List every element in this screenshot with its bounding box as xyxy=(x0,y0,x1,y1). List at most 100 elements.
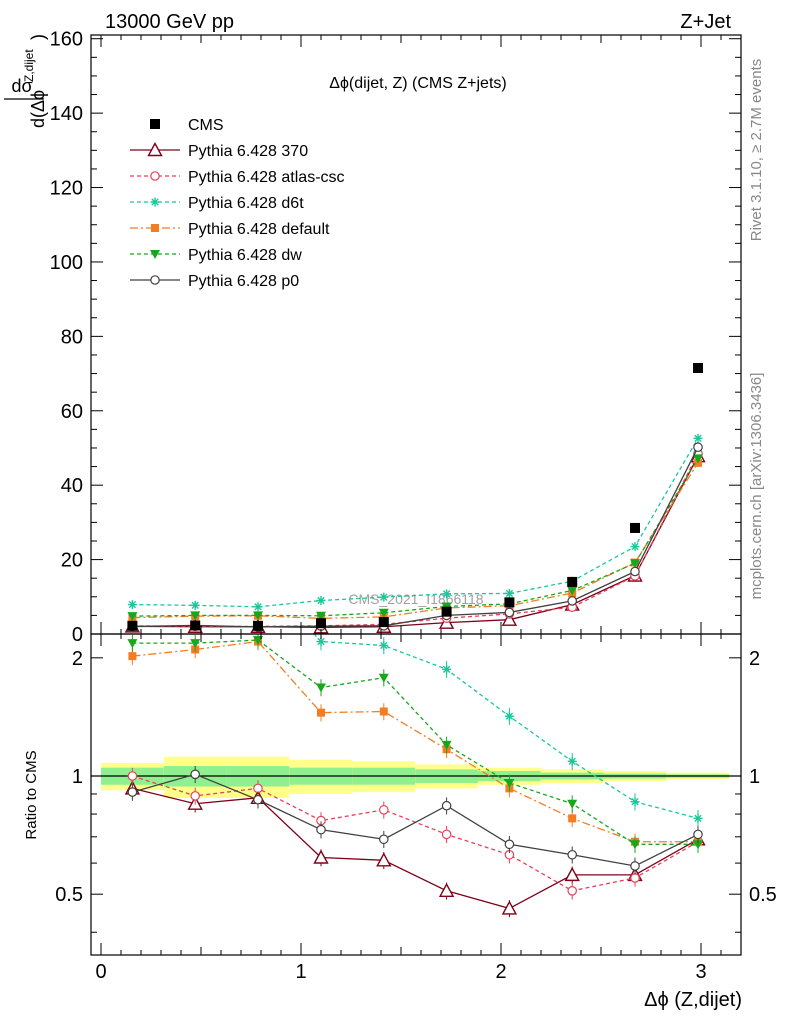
series-2-ratio xyxy=(128,553,703,828)
legend-marker xyxy=(150,171,160,181)
ratio-point xyxy=(567,756,577,766)
ratio-point xyxy=(127,771,138,781)
series-0-ratio xyxy=(124,780,706,918)
data-point xyxy=(567,576,578,587)
series-point xyxy=(567,596,577,606)
ratio-point xyxy=(378,805,389,815)
ratio-point xyxy=(504,839,515,850)
legend-entry-4: Pythia 6.428 dw xyxy=(130,247,302,264)
series-point xyxy=(442,589,452,599)
series-point xyxy=(127,612,138,622)
ratio-line xyxy=(313,634,699,819)
ratio-point xyxy=(441,740,452,750)
ratio-point xyxy=(630,873,640,883)
ratio-point xyxy=(378,834,389,845)
ratio-y-tick-label-right: 0.5 xyxy=(749,884,777,906)
data-point xyxy=(253,620,263,631)
x-tick-label: 2 xyxy=(495,961,506,983)
series-point xyxy=(316,611,326,621)
svg-text:Z,dijet: Z,dijet xyxy=(22,49,36,82)
ratio-point xyxy=(504,711,514,721)
legend-label: CMS xyxy=(188,117,224,134)
data-point xyxy=(504,597,515,608)
ratio-point xyxy=(253,783,263,794)
x-tick-label: 0 xyxy=(95,961,106,983)
ratio-point xyxy=(190,791,200,801)
series-line xyxy=(132,462,699,620)
legend-marker xyxy=(150,119,160,129)
data-point xyxy=(693,362,703,373)
plot-title: Δϕ(dijet, Z) (CMS Z+jets) xyxy=(329,75,506,92)
ratio-point xyxy=(379,640,389,650)
ratio-point xyxy=(128,553,137,562)
legend-entry-0: Pythia 6.428 370 xyxy=(130,142,308,160)
ratio-point xyxy=(317,708,325,717)
series-point xyxy=(630,566,640,577)
series-point xyxy=(127,600,137,610)
x-tick-label: 1 xyxy=(295,961,306,983)
ratio-point xyxy=(254,568,263,577)
series-3-ratio xyxy=(128,634,702,851)
ratio-y-tick-label: 1 xyxy=(72,766,83,788)
ratio-point xyxy=(313,849,329,864)
svg-text:): ) xyxy=(28,34,48,40)
ratio-point xyxy=(191,568,200,577)
series-4-main xyxy=(127,454,703,622)
data-point xyxy=(441,606,452,617)
ratio-point xyxy=(190,639,201,649)
main-panel: 0 20 40 60 80 100 120 140 160 xyxy=(50,29,742,646)
ratio-point xyxy=(630,797,640,807)
series-point xyxy=(253,611,263,621)
data-point xyxy=(630,522,640,533)
legend-label: Pythia 6.428 dw xyxy=(188,247,302,264)
series-point xyxy=(567,586,578,596)
ratio-y-tick-label-right: 1 xyxy=(749,766,760,788)
ratio-point xyxy=(190,769,200,780)
series-point xyxy=(378,608,389,618)
legend-marker xyxy=(150,275,160,285)
ratio-point xyxy=(379,707,388,716)
data-points xyxy=(127,362,703,631)
series-point xyxy=(693,454,703,464)
ratio-point xyxy=(128,652,137,661)
ratio-y-axis-label: Ratio to CMS xyxy=(23,750,40,839)
ratio-point xyxy=(630,840,640,850)
data-point xyxy=(190,620,201,631)
ratio-point xyxy=(501,900,518,915)
legend-entry-1: Pythia 6.428 atlas-csc xyxy=(130,169,345,186)
legend-label: Pythia 6.428 default xyxy=(188,221,330,238)
process-label: Z+Jet xyxy=(680,11,731,33)
ratio-point xyxy=(693,813,703,823)
ratio-point xyxy=(441,829,452,840)
ratio-point xyxy=(127,787,138,797)
ratio-line xyxy=(132,639,698,845)
ratio-line xyxy=(132,640,698,843)
svg-text:d(Δϕ: d(Δϕ xyxy=(28,90,48,128)
legend-entry-data: CMS xyxy=(150,117,224,134)
legend-label: Pythia 6.428 atlas-csc xyxy=(188,169,345,186)
data-point xyxy=(316,618,326,629)
main-y-tick-label: 140 xyxy=(50,103,83,125)
legend-label: Pythia 6.428 p0 xyxy=(188,273,299,290)
ratio-point xyxy=(438,882,455,898)
ratio-frame xyxy=(90,633,742,956)
main-y-axis-label: dσ d(Δϕ Z,dijet ) xyxy=(4,34,48,128)
ratio-point xyxy=(442,664,452,674)
ratio-point xyxy=(504,778,515,788)
ratio-point xyxy=(567,799,578,809)
main-y-tick-label: 100 xyxy=(50,252,83,274)
series-5-ratio xyxy=(127,765,703,875)
series-line xyxy=(132,458,699,617)
series-point xyxy=(504,607,515,618)
main-y-tick-label: 0 xyxy=(72,624,83,646)
series-point xyxy=(501,611,518,626)
ratio-point xyxy=(316,683,326,693)
mcplots-label: mcplots.cern.ch [arXiv:1306.3436] xyxy=(748,373,765,600)
ratio-point xyxy=(376,852,392,867)
main-y-tick-label: 20 xyxy=(61,550,83,572)
series-line xyxy=(132,446,699,628)
ratio-y-tick-label-right: 2 xyxy=(749,648,760,670)
ratio-line xyxy=(132,773,699,867)
main-y-tick-label: 80 xyxy=(61,326,83,348)
